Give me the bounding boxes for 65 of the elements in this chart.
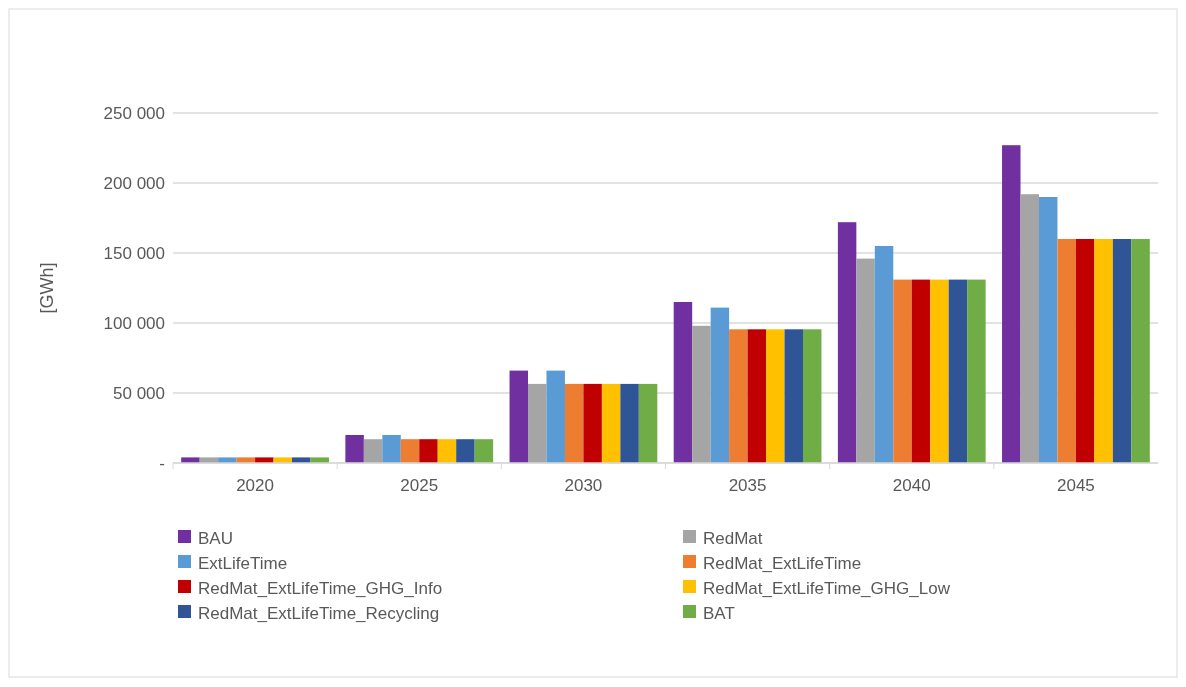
legend-label: RedMat_ExtLifeTime_GHG_Info: [198, 578, 443, 598]
y-tick-label: 200 000: [103, 173, 165, 193]
bar: [382, 435, 401, 463]
bar: [620, 383, 639, 463]
bar: [747, 329, 767, 463]
bar: [729, 329, 748, 463]
x-tick-label: 2040: [892, 476, 931, 495]
bar: [528, 383, 547, 463]
bar: [673, 302, 693, 463]
y-tick-label: 250 000: [103, 103, 165, 123]
legend-label: BAT: [703, 603, 735, 623]
bar: [1131, 239, 1150, 463]
bar: [802, 329, 822, 463]
bar: [1075, 239, 1095, 463]
legend-label: ExtLifeTime: [198, 553, 288, 573]
bar: [400, 439, 420, 463]
y-tick-label: 100 000: [103, 313, 165, 333]
legend-label: BAU: [198, 528, 233, 548]
bar: [345, 435, 364, 463]
bar: [1112, 239, 1132, 463]
y-axis-title: [GWh]: [37, 262, 57, 314]
bar: [363, 439, 383, 463]
bar: [564, 383, 584, 463]
y-tick-label: 150 000: [103, 243, 165, 263]
bar: [948, 279, 968, 463]
x-tick-label: 2020: [236, 476, 274, 495]
y-tick-label: 50 000: [113, 383, 165, 403]
x-tick-label: 2025: [400, 476, 439, 495]
bar: [474, 439, 494, 463]
bar: [437, 439, 457, 463]
bar: [456, 439, 475, 463]
bar: [546, 370, 565, 463]
bar: [967, 279, 986, 463]
bar: [255, 457, 274, 463]
bar: [1002, 145, 1021, 463]
bar: [601, 383, 621, 463]
bar: [784, 329, 803, 463]
bar: [1057, 239, 1076, 463]
bar: [856, 258, 875, 463]
bar: [310, 457, 329, 463]
bar: [893, 279, 912, 463]
legend-label: RedMat_ExtLifeTime_GHG_Low: [703, 578, 951, 598]
bar: [692, 325, 711, 463]
bar: [638, 383, 658, 463]
y-tick-label: -: [159, 453, 165, 473]
bar: [1094, 239, 1113, 463]
bar: [181, 457, 200, 463]
bar: [710, 307, 730, 463]
bar: [837, 222, 857, 463]
bar: [583, 383, 602, 463]
legend-label: RedMat_ExtLifeTime_Recycling: [198, 603, 440, 623]
x-tick-label: 2035: [728, 476, 767, 495]
bar: [766, 329, 785, 463]
bar: [218, 457, 237, 463]
x-tick-label: 2030: [564, 476, 603, 495]
bar: [419, 439, 438, 463]
bar: [911, 279, 931, 463]
legend-label: RedMat_ExtLifeTime: [703, 553, 862, 573]
bar: [1020, 194, 1039, 463]
x-tick-label: 2045: [1057, 476, 1095, 495]
bar: [874, 246, 894, 463]
bar: [509, 370, 529, 463]
bar: [1038, 197, 1058, 463]
legend-label: RedMat: [703, 528, 763, 548]
bar: [930, 279, 949, 463]
